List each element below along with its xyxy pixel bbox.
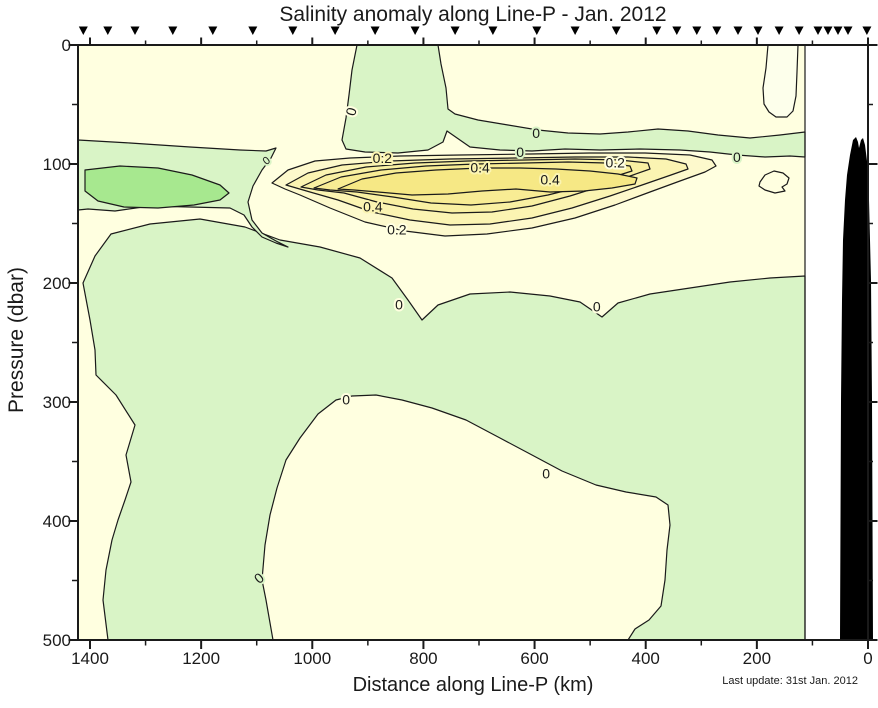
svg-text:0.4: 0.4	[363, 199, 383, 215]
svg-text:600: 600	[520, 649, 548, 668]
svg-text:0.2: 0.2	[605, 155, 625, 171]
svg-text:0: 0	[342, 392, 350, 408]
chart-title: Salinity anomaly along Line-P - Jan. 201…	[279, 3, 667, 26]
svg-text:0: 0	[395, 296, 403, 312]
upper-negative-tongue-region	[341, 44, 806, 158]
last-update-note: Last update: 31st Jan. 2012	[722, 675, 858, 687]
svg-text:100: 100	[43, 155, 71, 174]
svg-text:0: 0	[532, 125, 540, 141]
svg-text:0: 0	[593, 299, 601, 315]
axis-ticks: 1400 1200 1000 800 600 400 200 0010020030040050…	[43, 36, 878, 668]
small-closed-contour	[758, 170, 790, 194]
deep-positive-dome-region	[261, 394, 671, 641]
svg-text:0: 0	[863, 649, 872, 668]
svg-text:0: 0	[733, 149, 741, 165]
svg-text:500: 500	[43, 631, 71, 650]
svg-text:0.2: 0.2	[387, 221, 407, 237]
positive-ring-core	[337, 167, 638, 196]
x-axis-label: Distance along Line-P (km)	[352, 674, 594, 696]
station-markers	[78, 26, 872, 35]
svg-text:0: 0	[516, 144, 524, 160]
svg-text:1400: 1400	[71, 649, 109, 668]
svg-text:1200: 1200	[182, 649, 220, 668]
svg-text:400: 400	[43, 512, 71, 531]
svg-text:800: 800	[409, 649, 437, 668]
svg-text:0.4: 0.4	[540, 171, 560, 187]
top-right-zero-pocket	[762, 44, 799, 118]
left-negative-core-region	[84, 165, 230, 209]
svg-text:0: 0	[62, 36, 71, 55]
svg-text:300: 300	[43, 393, 71, 412]
svg-text:0.4: 0.4	[470, 160, 490, 176]
coastal-seafloor-silhouette	[840, 137, 873, 640]
svg-text:200: 200	[743, 649, 771, 668]
svg-text:1000: 1000	[293, 649, 331, 668]
svg-text:0: 0	[542, 465, 550, 481]
svg-text:400: 400	[632, 649, 660, 668]
svg-text:200: 200	[43, 274, 71, 293]
svg-text:0.2: 0.2	[373, 150, 393, 166]
